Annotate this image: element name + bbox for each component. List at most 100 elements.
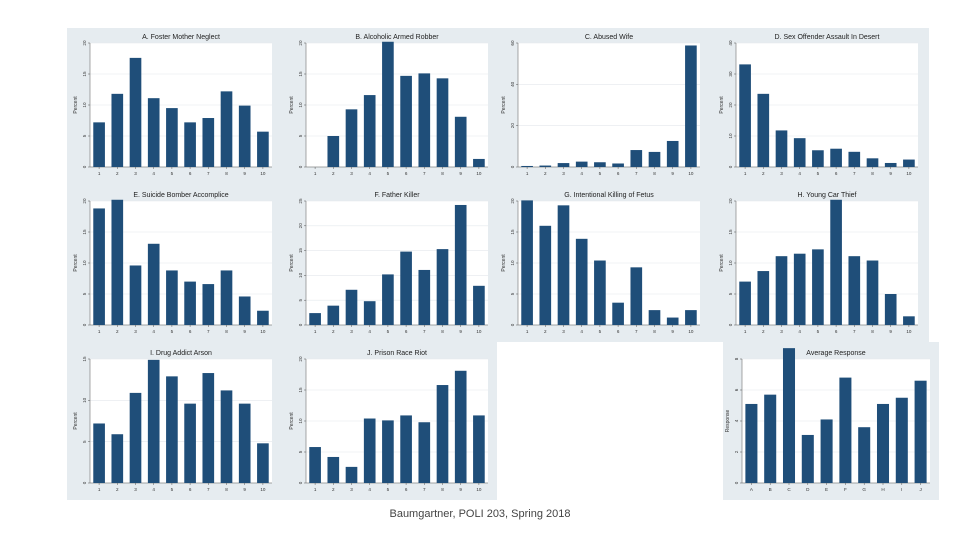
y-tick-label: 40	[510, 81, 515, 87]
x-tick-label: 8	[871, 171, 874, 176]
y-tick-label: 0	[728, 323, 733, 326]
x-tick-label: 10	[476, 487, 482, 492]
chart-title: J. Prison Race Riot	[367, 350, 427, 357]
bar-2	[757, 93, 770, 167]
x-tick-label: 7	[423, 329, 426, 334]
x-tick-label: 5	[171, 329, 174, 334]
x-tick-label: C	[787, 487, 791, 492]
bar-10	[903, 316, 915, 325]
x-tick-label: 1	[744, 329, 747, 334]
x-tick-label: 4	[580, 329, 583, 334]
x-tick-label: 4	[798, 329, 801, 334]
y-tick-label: 6	[734, 388, 739, 391]
bar-1	[309, 447, 321, 483]
y-tick-label: 10	[82, 260, 87, 266]
y-axis-label: Percent	[719, 254, 725, 272]
y-axis-label: Percent	[719, 96, 725, 114]
y-tick-label: 30	[728, 71, 733, 77]
bar-10	[685, 45, 697, 168]
x-tick-label: 2	[116, 171, 119, 176]
y-tick-label: 15	[510, 229, 515, 235]
bar-3	[129, 57, 142, 167]
bar-9	[454, 204, 467, 325]
x-tick-label: 8	[441, 171, 444, 176]
x-tick-label: 6	[835, 171, 838, 176]
x-tick-label: 1	[98, 487, 101, 492]
bar-7	[418, 422, 431, 483]
chart-title: D. Sex Offender Assault In Desert	[775, 34, 880, 41]
y-tick-label: 25	[298, 198, 303, 204]
y-tick-label: 10	[298, 102, 303, 108]
x-tick-label: 1	[744, 171, 747, 176]
y-tick-label: 60	[510, 40, 515, 46]
bar-8	[220, 91, 233, 167]
x-tick-label: 1	[526, 329, 529, 334]
bar-10	[473, 158, 485, 167]
x-tick-label: 8	[225, 329, 228, 334]
x-tick-label: 3	[562, 171, 565, 176]
bar-7	[202, 373, 215, 483]
chart-svg: C. Abused Wife 0 20 40 60 Percent 1 2 3 4 5 6 7 8 9 10	[501, 34, 700, 176]
bar-3	[557, 205, 570, 325]
chart-title: Average Response	[806, 350, 866, 357]
bar-1	[309, 313, 321, 325]
chart-panel-11: Average Response 0 2 4 6 8 Response A B C D E F G H I J	[725, 346, 932, 496]
bar-8	[648, 310, 661, 325]
x-tick-label: 7	[423, 487, 426, 492]
chart-title: C. Abused Wife	[585, 34, 633, 41]
bar-8	[866, 158, 879, 167]
y-tick-label: 8	[734, 357, 739, 360]
chart-title: I. Drug Addict Arson	[150, 350, 212, 357]
x-tick-label: 1	[98, 329, 101, 334]
bar-3	[557, 163, 570, 167]
footer-citation: Baumgartner, POLI 203, Spring 2018	[389, 508, 571, 520]
x-tick-label: 7	[635, 329, 638, 334]
x-tick-label: 3	[134, 487, 137, 492]
y-tick-label: 0	[298, 323, 303, 326]
bar-8	[866, 260, 879, 325]
x-tick-label: 6	[405, 171, 408, 176]
y-tick-label: 15	[82, 229, 87, 235]
bar-5	[594, 162, 606, 167]
bar-9	[454, 370, 467, 483]
x-tick-label: J	[919, 487, 921, 492]
x-tick-label: H	[881, 487, 884, 492]
bar-5	[382, 274, 394, 325]
x-tick-label: 2	[544, 171, 547, 176]
x-tick-label: 9	[243, 329, 246, 334]
y-tick-label: 4	[734, 419, 739, 422]
bar-7	[630, 267, 643, 325]
x-tick-label: 2	[332, 329, 335, 334]
y-tick-label: 10	[728, 260, 733, 266]
bar-6	[184, 281, 196, 325]
x-tick-label: 9	[243, 487, 246, 492]
x-tick-label: 6	[189, 329, 192, 334]
x-tick-label: 3	[562, 329, 565, 334]
bar-4	[575, 238, 588, 325]
x-tick-label: 5	[387, 171, 390, 176]
x-tick-label: 10	[688, 171, 694, 176]
bar-2	[111, 199, 124, 325]
bar-4	[147, 98, 160, 167]
x-tick-label: 8	[653, 329, 656, 334]
x-tick-label: 9	[671, 171, 674, 176]
x-tick-label: 6	[189, 487, 192, 492]
bar-4	[363, 95, 376, 167]
chart-svg: A. Foster Mother Neglect05101520Percent1…	[73, 34, 272, 176]
x-tick-label: 6	[617, 171, 620, 176]
x-tick-label: 7	[853, 329, 856, 334]
y-axis-label: Percent	[289, 96, 295, 114]
bar-8	[220, 390, 233, 483]
chart-panel-8: H. Young Car Thief 0 5 10 15 20 Percent 1 2 3 4 5 6 7…	[716, 188, 922, 338]
bar-7	[630, 150, 643, 167]
x-tick-label: 2	[762, 329, 765, 334]
x-tick-label: 5	[599, 329, 602, 334]
x-tick-label: 8	[653, 171, 656, 176]
chart-svg: D. Sex Offender Assault In Desert 0 10 20 30…	[719, 34, 918, 176]
bar-9	[666, 140, 679, 167]
x-tick-label: 10	[260, 329, 266, 334]
bar-4	[793, 253, 806, 325]
y-tick-label: 5	[510, 292, 515, 295]
bar-1	[521, 200, 533, 325]
x-tick-label: 3	[350, 329, 353, 334]
